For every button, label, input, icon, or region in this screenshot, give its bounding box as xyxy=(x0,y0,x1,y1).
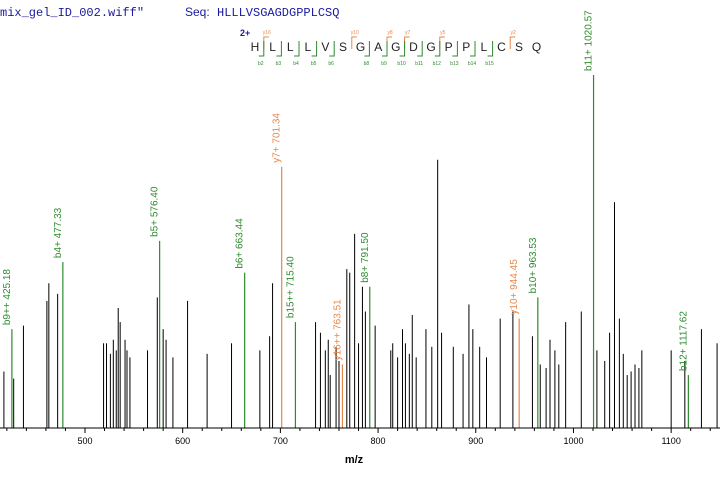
b-ion-bracket xyxy=(329,41,335,57)
y-ion-mark: y8 xyxy=(387,30,393,36)
peak-label: y7+ 701.34 xyxy=(272,113,283,163)
x-tick-label: 800 xyxy=(371,436,386,446)
sequence-value: HLLLVSGAGDGPPLCSQ xyxy=(217,6,339,20)
x-tick-label: 900 xyxy=(468,436,483,446)
b-ion-bracket xyxy=(382,41,388,57)
b-ion-bracket xyxy=(470,41,476,57)
y-ion-bracket xyxy=(263,36,269,49)
b-ion-bracket xyxy=(294,41,300,57)
residue: C xyxy=(497,40,506,54)
y-ion-bracket xyxy=(509,36,516,49)
b-ion-bracket xyxy=(258,41,265,57)
b-ion-mark: b2 xyxy=(258,61,264,67)
peak-label: b15++ 715.40 xyxy=(285,256,296,318)
peak-label: b12+ 1117.62 xyxy=(678,311,689,371)
b-ion-bracket xyxy=(452,41,458,57)
peak-label: b11+ 1020.57 xyxy=(584,10,595,71)
residue: S xyxy=(515,40,523,54)
residue: L xyxy=(304,40,311,54)
residue: L xyxy=(269,40,276,54)
residue: G xyxy=(391,40,400,54)
residue: Q xyxy=(532,40,541,54)
x-axis-label: m/z xyxy=(345,454,364,466)
residue: L xyxy=(480,40,487,54)
b-ion-mark: b12 xyxy=(433,61,442,67)
residue: G xyxy=(426,40,435,54)
b-ion-bracket xyxy=(276,41,282,57)
b-ion-mark: b5 xyxy=(311,61,317,67)
residue: V xyxy=(321,40,329,54)
b-ion-bracket xyxy=(487,41,494,57)
x-tick-label: 1000 xyxy=(563,436,583,446)
b-ion-bracket xyxy=(434,41,441,57)
peak-label: y16++ 763.51 xyxy=(332,299,343,361)
peak-label: b8+ 791.50 xyxy=(360,232,371,283)
residue: H xyxy=(251,40,260,54)
b-ion-mark: b9 xyxy=(381,61,387,67)
b-ion-mark: b15 xyxy=(485,61,494,67)
peak-label: y10+ 944.45 xyxy=(509,259,520,315)
b-ion-mark: b3 xyxy=(276,61,282,67)
b-ion-mark: b8 xyxy=(364,61,370,67)
x-tick-label: 600 xyxy=(175,436,190,446)
b-ion-mark: b11 xyxy=(415,61,423,67)
y-ion-mark: y16 xyxy=(263,30,271,36)
residue: S xyxy=(339,40,347,54)
y-ion-mark: y5 xyxy=(440,30,446,36)
peak-label: b6+ 663.44 xyxy=(235,218,246,269)
residue: L xyxy=(287,40,294,54)
b-ion-mark: b13 xyxy=(450,61,459,67)
peak-label: b4+ 477.33 xyxy=(53,207,64,258)
residue: D xyxy=(409,40,418,54)
b-ion-bracket xyxy=(311,41,318,57)
b-ion-bracket xyxy=(417,41,423,57)
peak-label: b9++ 425.18 xyxy=(2,269,13,326)
y-ion-mark: y7 xyxy=(405,30,411,36)
charge-label: 2+ xyxy=(240,28,250,38)
b-ion-mark: b10 xyxy=(397,61,406,67)
b-ion-mark: b4 xyxy=(293,61,299,67)
peak-label: b10+ 963.53 xyxy=(528,237,539,293)
file-name-label: mix_gel_ID_002.wiff" xyxy=(0,6,144,20)
y-ion-mark: y2 xyxy=(511,30,517,36)
residue: P xyxy=(462,40,470,54)
x-axis: 500 600 700 800 900 1000 1100 xyxy=(0,427,720,446)
sequence-caption: Seq: xyxy=(185,5,210,19)
peaks-layer: b9++ 425.18 b4+ 477.33 b5+ 576.40 b6+ 663.4… xyxy=(2,10,718,428)
b-ion-bracket xyxy=(364,41,370,57)
x-tick-label: 1100 xyxy=(661,436,680,446)
residue: P xyxy=(445,40,453,54)
b-ion-bracket xyxy=(399,41,406,57)
b-ion-mark: b14 xyxy=(468,61,477,67)
y-ion-mark: y10 xyxy=(351,30,359,36)
residue: G xyxy=(356,40,365,54)
x-tick-label: 500 xyxy=(77,436,92,446)
x-tick-label: 700 xyxy=(273,436,288,446)
y-ion-bracket xyxy=(351,36,357,49)
b-ion-mark: b6 xyxy=(328,61,334,67)
peak-label: b5+ 576.40 xyxy=(150,186,161,237)
residue: A xyxy=(374,40,382,54)
